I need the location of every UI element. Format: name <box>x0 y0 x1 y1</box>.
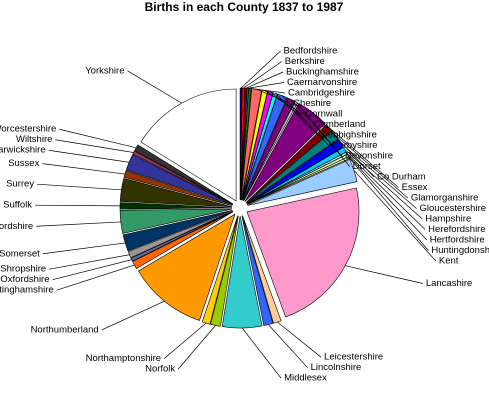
slice-label: Huntingdonshire <box>431 245 489 256</box>
pie-slice <box>140 88 237 202</box>
pie-slice <box>243 97 296 201</box>
pie-slice <box>122 210 233 252</box>
slice-label: Somerset <box>0 248 40 259</box>
slice-label: Cambridgeshire <box>288 88 355 99</box>
slice-label: Wiltshire <box>16 134 52 145</box>
slice-label: Gloucestershire <box>420 203 487 214</box>
slice-label: Worcestershire <box>0 124 56 135</box>
slice-label: Cornwall <box>305 109 342 120</box>
slice-label: Surrey <box>6 179 34 190</box>
leader-line <box>42 163 125 175</box>
slice-label: Nottinghamshire <box>0 285 54 296</box>
slice-label: Suffolk <box>3 200 32 211</box>
leader-line <box>268 324 308 368</box>
slice-label: Northumberland <box>31 325 99 336</box>
slice-label: Middlesex <box>284 373 327 384</box>
leader-line <box>35 204 121 207</box>
slice-label: Caernarvonshire <box>287 77 357 88</box>
leader-line <box>328 127 399 188</box>
slice-label: Northamptonshire <box>86 353 162 364</box>
slice-label: Hampshire <box>425 214 471 225</box>
slice-label: Denbighshire <box>321 130 377 141</box>
leader-line <box>353 170 437 262</box>
slice-label: Lancashire <box>426 278 472 289</box>
pie-slice <box>246 187 360 318</box>
leader-line <box>245 71 284 89</box>
pie-slice <box>247 159 358 206</box>
leader-line <box>345 265 423 284</box>
leader-line <box>36 221 121 227</box>
pie-slice <box>130 211 233 262</box>
slice-label: Buckinghamshire <box>286 67 359 78</box>
slice-label: Norfolk <box>145 364 175 375</box>
pie-slice <box>123 170 233 207</box>
leader-line <box>241 327 282 379</box>
slice-label: Warwickshire <box>0 145 46 156</box>
pie-slice <box>242 92 278 201</box>
leader-line <box>48 149 130 163</box>
leader-line <box>37 183 122 191</box>
leader-line <box>282 95 329 146</box>
slice-label: Co Durham <box>377 172 426 183</box>
slice-label: Kent <box>439 256 459 267</box>
slice-label: Essex <box>402 182 428 193</box>
slice-label: Cumberland <box>314 119 366 130</box>
leader-line <box>52 259 132 281</box>
leader-line <box>348 157 429 251</box>
leader-line <box>127 70 182 104</box>
pie-slice <box>241 215 274 326</box>
slice-label: Staffordshire <box>0 221 33 232</box>
pie-slice <box>127 210 233 259</box>
leader-line <box>49 254 130 270</box>
slice-label: Berkshire <box>285 56 325 67</box>
leader-line <box>340 142 417 209</box>
leader-line <box>177 325 216 370</box>
slice-label: Herefordshire <box>428 224 486 235</box>
chart-title: Births in each County 1837 to 1987 <box>145 0 344 14</box>
leader-line <box>277 321 322 358</box>
slice-label: Sussex <box>8 158 39 169</box>
leader-line <box>56 264 135 291</box>
leader-line <box>275 93 319 136</box>
leader-line <box>243 61 282 89</box>
slice-label: Leicestershire <box>324 352 383 363</box>
pie-slice <box>221 215 263 329</box>
slice-label: Glamorganshire <box>411 193 479 204</box>
leader-line <box>240 50 281 89</box>
slice-label: Oxfordshire <box>0 274 49 285</box>
leader-line <box>249 88 286 94</box>
leader-line <box>247 82 284 89</box>
leader-line <box>296 101 350 167</box>
leader-line <box>163 322 207 359</box>
slice-label: Bedfordshire <box>284 46 338 57</box>
pie-slice <box>125 154 233 206</box>
leader-line <box>55 139 134 153</box>
slice-label: Yorkshire <box>85 65 124 76</box>
slice-label: Lincolnshire <box>311 362 362 373</box>
leader-line <box>59 128 137 149</box>
leader-line <box>346 152 426 230</box>
slice-label: Cheshire <box>293 98 331 109</box>
leader-line <box>335 134 409 199</box>
pie-slice <box>134 144 234 205</box>
leader-line <box>42 242 126 255</box>
slice-label: Dorset <box>353 161 381 172</box>
slice-label: Hertfordshire <box>430 235 485 246</box>
slice-label: Shropshire <box>0 264 46 275</box>
slice-label: Devonshire <box>345 151 393 162</box>
leader-line <box>347 155 428 241</box>
pie-slice <box>210 215 239 327</box>
leader-line <box>101 300 165 331</box>
pie-slice <box>245 124 333 203</box>
leader-line <box>344 149 423 220</box>
slice-label: Derbyshire <box>332 140 378 151</box>
